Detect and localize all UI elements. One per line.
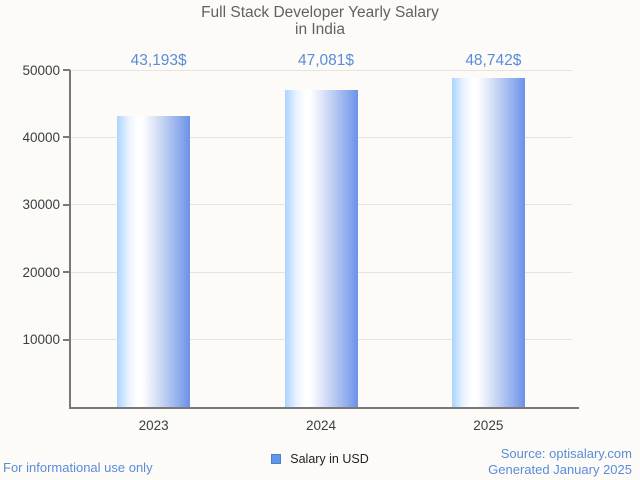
y-axis-tick <box>63 203 70 206</box>
source-attribution: Source: optisalary.com Generated January… <box>488 446 632 477</box>
y-axis-tick-label: 50000 <box>22 62 60 78</box>
y-axis-line <box>69 70 71 408</box>
salary-bar <box>284 89 358 407</box>
y-axis-tick <box>63 271 70 274</box>
bar-value-label: 43,193$ <box>130 52 187 69</box>
x-axis-label: 2024 <box>305 418 337 433</box>
chart-title-line1: Full Stack Developer Yearly Salary <box>201 4 439 21</box>
source-text: Source: optisalary.com <box>500 446 632 461</box>
gridline <box>70 69 572 71</box>
y-axis-tick <box>63 338 70 341</box>
y-axis-tick <box>63 136 70 139</box>
x-axis-line <box>69 407 579 409</box>
x-axis-label: 2023 <box>138 418 169 433</box>
salary-bar <box>117 115 191 407</box>
legend-label: Salary in USD <box>290 452 369 466</box>
bar-value-label: 47,081$ <box>297 52 355 69</box>
generated-text: Generated January 2025 <box>488 461 632 477</box>
legend-swatch-icon <box>271 454 282 464</box>
chart-legend: Salary in USD <box>0 452 640 466</box>
y-axis-tick-label: 40000 <box>22 129 60 145</box>
y-axis-tick <box>63 69 70 71</box>
x-axis-label: 2025 <box>473 418 504 433</box>
chart-title-line2: in India <box>295 21 345 38</box>
bar-value-label: 48,742$ <box>465 52 522 69</box>
chart-title: Full Stack Developer Yearly Salary in In… <box>0 4 640 38</box>
y-axis-tick-label: 30000 <box>22 197 60 213</box>
y-axis-tick-label: 20000 <box>22 264 60 280</box>
y-axis-tick-label: 10000 <box>22 332 60 348</box>
salary-bar <box>451 78 525 407</box>
disclaimer-text: For informational use only <box>3 460 153 475</box>
